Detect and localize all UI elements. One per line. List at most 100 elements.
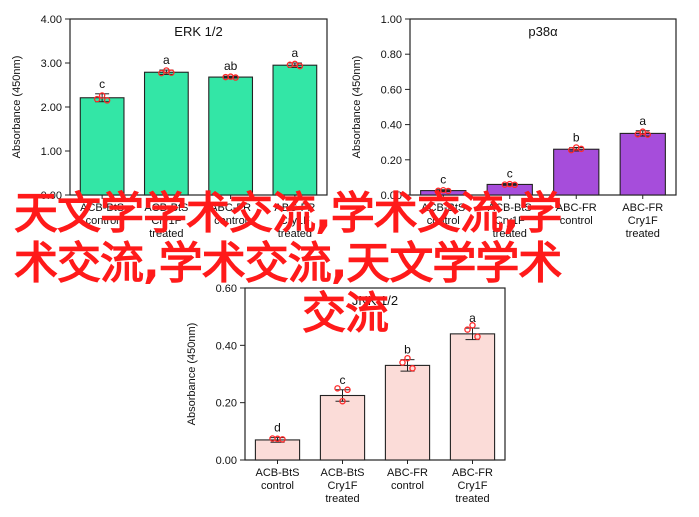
x-category-label: treated — [325, 493, 359, 505]
replicate-point — [232, 74, 239, 81]
chart-panel-1: ERK 1/2 0.00 1.00 2.00 3.00 4.00 Absorbance (4… — [11, 14, 328, 240]
y-tick-label: 0.20 — [381, 155, 402, 167]
y-tick-label: 3.00 — [41, 58, 62, 70]
replicate-point — [639, 128, 647, 135]
significance-letter: c — [440, 173, 446, 187]
x-category-label: ABC-FR — [387, 467, 428, 479]
replicate-point — [444, 187, 452, 195]
significance-letter: a — [292, 46, 299, 60]
bar-2 — [319, 394, 366, 461]
y-tick-label: 0.60 — [216, 283, 237, 295]
significance-letter: d — [274, 421, 281, 435]
replicate-point — [404, 354, 411, 362]
x-category-label: control — [261, 480, 294, 492]
plot-frame — [409, 18, 677, 196]
x-category-label: ABC-FR — [210, 202, 251, 214]
replicate-point — [578, 145, 585, 153]
significance-letter: c — [340, 373, 346, 387]
x-category-label: ACB-BtS — [421, 202, 465, 214]
replicate-point — [98, 92, 106, 99]
x-category-label: treated — [278, 228, 312, 240]
replicate-point — [399, 359, 406, 366]
y-tick-label: 1.00 — [381, 14, 402, 26]
y-tick-label: 2.00 — [41, 102, 62, 114]
replicate-point — [103, 97, 111, 104]
x-category-label: Cry1F — [458, 480, 488, 492]
significance-letter: a — [639, 114, 646, 128]
chart-panel-3: JNK 1/2 0.00 0.20 0.40 0.60 Absorbance (450nm… — [186, 283, 506, 505]
x-category-label: Cry1F — [328, 480, 358, 492]
significance-letter: a — [163, 53, 170, 67]
x-category-label: ACB-BtS — [80, 202, 124, 214]
x-category-label: ABC-FR — [622, 202, 663, 214]
x-category-label: control — [427, 215, 460, 227]
replicate-point — [339, 397, 346, 405]
x-category-label: treated — [455, 493, 489, 505]
bar-3 — [553, 148, 600, 196]
replicate-point — [279, 436, 286, 443]
replicate-point — [291, 60, 299, 68]
replicate-point — [644, 131, 652, 138]
significance-letter: a — [469, 311, 476, 325]
x-category-label: ACB-BtS — [488, 202, 532, 214]
y-tick-label: 0.40 — [216, 340, 237, 352]
replicate-point — [469, 322, 476, 329]
x-category-label: control — [560, 215, 593, 227]
x-category-label: ABC-FR — [452, 467, 493, 479]
replicate-point — [511, 181, 519, 189]
x-category-label: Cry1F — [280, 215, 310, 227]
replicate-point — [474, 333, 481, 340]
x-category-label: treated — [493, 228, 527, 240]
replicate-point — [344, 386, 351, 394]
replicate-point — [93, 95, 101, 103]
replicate-point — [334, 385, 341, 392]
y-axis-label: Absorbance (450nm) — [11, 56, 23, 159]
y-tick-label: 0.00 — [216, 455, 237, 467]
y-tick-label: 0.00 — [381, 190, 402, 202]
replicate-point — [568, 146, 575, 154]
y-tick-label: 1.00 — [41, 146, 62, 158]
x-category-label: ACB-BtS — [320, 467, 364, 479]
x-category-label: Cry1F — [151, 215, 181, 227]
bar-1 — [254, 439, 301, 461]
y-tick-label: 4.00 — [41, 14, 62, 26]
replicate-point — [464, 326, 471, 333]
x-category-label: Cry1F — [495, 215, 525, 227]
y-axis-label: Absorbance (450nm) — [186, 323, 198, 426]
significance-letter: c — [99, 77, 105, 91]
replicate-point — [158, 69, 165, 77]
plot-frame — [244, 287, 506, 461]
x-category-label: control — [391, 480, 424, 492]
x-category-label: treated — [149, 228, 183, 240]
y-tick-label: 0.80 — [381, 49, 402, 61]
replicate-point — [409, 365, 416, 372]
x-category-label: Cry1F — [628, 215, 658, 227]
chart-title: ERK 1/2 — [174, 24, 222, 39]
x-category-label: ACB-BtS — [255, 467, 299, 479]
x-category-label: ABC-FR — [556, 202, 597, 214]
bar-2 — [143, 71, 189, 196]
y-tick-label: 0.00 — [41, 190, 62, 202]
bar-3 — [208, 76, 254, 196]
replicate-point — [634, 131, 642, 138]
chart-panel-2: p38α 0.00 0.20 0.40 0.60 0.80 1.00 Absorbance (… — [351, 14, 677, 240]
x-category-label: ABC-FR — [274, 202, 315, 214]
y-tick-label: 0.20 — [216, 398, 237, 410]
bar-4 — [619, 132, 666, 196]
x-category-label: treated — [626, 228, 660, 240]
y-tick-label: 0.40 — [381, 120, 402, 132]
bar-4 — [272, 64, 318, 196]
y-axis-label: Absorbance (450nm) — [351, 56, 363, 159]
chart-title: p38α — [528, 24, 558, 39]
chart-title: JNK 1/2 — [352, 293, 398, 308]
significance-letter: b — [573, 130, 580, 144]
significance-letter: ab — [224, 59, 238, 73]
x-category-label: ACB-BtS — [144, 202, 188, 214]
significance-letter: b — [404, 343, 411, 357]
x-category-label: control — [86, 215, 119, 227]
replicate-point — [296, 62, 304, 70]
replicate-point — [168, 69, 175, 76]
replicate-point — [163, 67, 170, 74]
bar-1 — [79, 97, 125, 196]
